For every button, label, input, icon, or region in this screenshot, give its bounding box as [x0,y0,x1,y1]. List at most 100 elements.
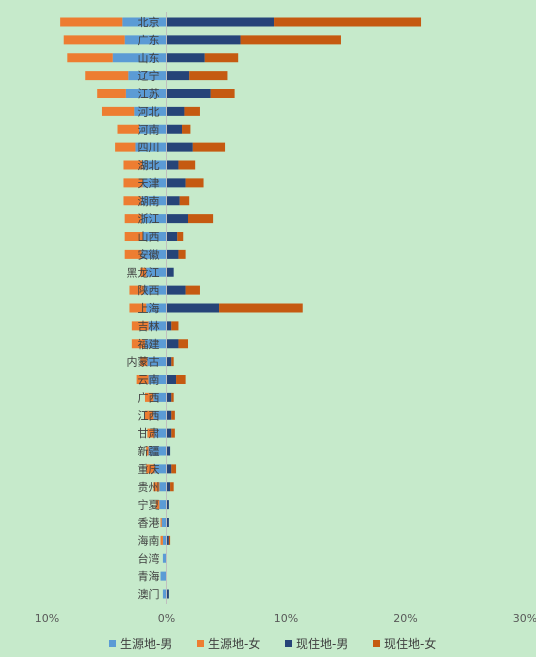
legend-label: 生源地-男 [120,637,172,651]
bar-现住地-女-四川 [192,142,226,152]
bar-生源地-男-青海 [160,571,167,581]
bar-现住地-男-江苏 [166,89,211,98]
category-label: 澳门 [138,587,160,601]
bar-现住地-男-广东 [166,35,241,45]
bar-现住地-女-河北 [184,106,200,116]
bar-现住地-男-安徽 [166,249,179,259]
bar-现住地-男-宁夏 [166,500,169,510]
bar-生源地-女-广东 [63,35,125,45]
bar-现住地-女-广西 [171,392,174,402]
legend-label: 现住地-男 [296,637,348,651]
x-tick-label: 10% [35,612,59,625]
bar-现住地-女-湖北 [178,160,196,170]
legend-swatch [285,640,292,647]
bar-生源地-男-宁夏 [159,500,167,510]
bar-生源地-男-辽宁 [128,71,167,81]
bar-现住地-男-福建 [166,339,179,349]
bar-现住地-男-上海 [166,303,220,313]
bar-生源地-男-广西 [153,392,167,402]
x-tick-label: 20% [393,612,417,625]
category-label: 海南 [138,533,160,547]
category-label: 宁夏 [138,498,160,512]
category-label: 江苏 [138,88,160,101]
bar-现住地-男-云南 [166,375,177,384]
bar-现住地-男-海南 [166,535,169,545]
legend-label: 生源地-女 [208,636,260,651]
bar-生源地-女-新疆 [146,446,149,456]
bar-生源地-男-新疆 [148,446,167,456]
bar-生源地-女-重庆 [146,464,155,474]
x-tick-label: 10% [274,612,298,625]
category-label: 山西 [138,231,160,244]
bar-生源地-男-重庆 [154,464,167,474]
bar-现住地-男-甘肃 [166,428,172,438]
bar-生源地-女-香港 [160,518,162,527]
bar-生源地-女-辽宁 [85,71,129,81]
bar-生源地-女-山西 [124,232,143,241]
bar-生源地-女-上海 [129,303,147,313]
bar-现住地-女-广东 [240,35,341,45]
category-label: 湖南 [138,195,160,208]
bar-现住地-男-贵州 [166,482,171,492]
bar-生源地-男-台湾 [162,553,167,563]
bar-现住地-女-贵州 [170,482,174,492]
bar-现住地-女-北京 [274,17,422,27]
bar-生源地-男-四川 [135,142,167,152]
bar-生源地-女-河南 [117,124,140,134]
bar-生源地-男-香港 [161,518,167,527]
category-label: 吉林 [138,319,160,333]
bar-现住地-男-北京 [166,17,275,27]
legend-swatch [373,640,380,647]
bar-生源地-女-安徽 [124,249,142,259]
category-label: 香港 [138,517,160,530]
bar-现住地-女-天津 [185,178,204,188]
bar-现住地-男-内蒙古 [166,357,172,367]
bar-生源地-男-江西 [153,410,167,420]
bar-现住地-女-江西 [171,410,175,420]
category-label: 黑龙江 [127,266,160,279]
bar-现住地-男-河北 [166,106,185,116]
bar-生源地-男-山东 [112,53,167,63]
category-label: 上海 [138,301,160,315]
bar-生源地-女-贵州 [153,482,160,492]
category-label: 青海 [138,569,160,583]
category-label: 河南 [138,123,160,136]
category-label: 重庆 [138,462,160,476]
bar-现住地-女-重庆 [171,464,177,474]
category-label: 内蒙古 [127,355,160,369]
bar-现住地-女-浙江 [188,214,214,224]
category-label: 湖北 [138,159,160,172]
bar-现住地-男-重庆 [166,464,172,474]
bar-生源地-男-山西 [142,232,167,241]
bar-现住地-男-吉林 [166,321,172,331]
bar-现住地-女-吉林 [171,321,179,331]
bar-现住地-男-辽宁 [166,71,190,81]
legend-label: 现住地-女 [384,636,436,651]
bar-生源地-女-黑龙江 [140,267,147,277]
bar-现住地-男-澳门 [166,589,169,599]
bar-现住地-女-山西 [177,232,184,241]
bar-生源地-男-内蒙古 [147,357,167,367]
bar-生源地-女-陕西 [129,285,144,295]
bar-生源地-男-吉林 [148,321,167,331]
bars-layer [60,17,422,599]
bar-现住地-女-江苏 [210,89,235,98]
category-label: 台湾 [138,551,160,565]
bar-现住地-女-陕西 [185,285,200,295]
bar-生源地-男-安徽 [141,249,167,259]
bar-生源地-男-云南 [148,375,167,384]
bar-现住地-女-福建 [178,339,189,349]
bar-生源地-女-山东 [67,53,113,63]
category-label: 甘肃 [138,427,160,440]
bar-现住地-女-甘肃 [171,428,175,438]
x-tick-label: 30% [513,612,536,625]
category-label: 广西 [138,391,160,404]
bar-现住地-女-湖南 [179,196,190,206]
category-label: 天津 [138,177,160,190]
bar-生源地-男-河南 [139,124,167,134]
category-label: 河北 [138,105,160,118]
category-label: 辽宁 [138,69,160,83]
bar-现住地-男-湖北 [166,160,179,170]
